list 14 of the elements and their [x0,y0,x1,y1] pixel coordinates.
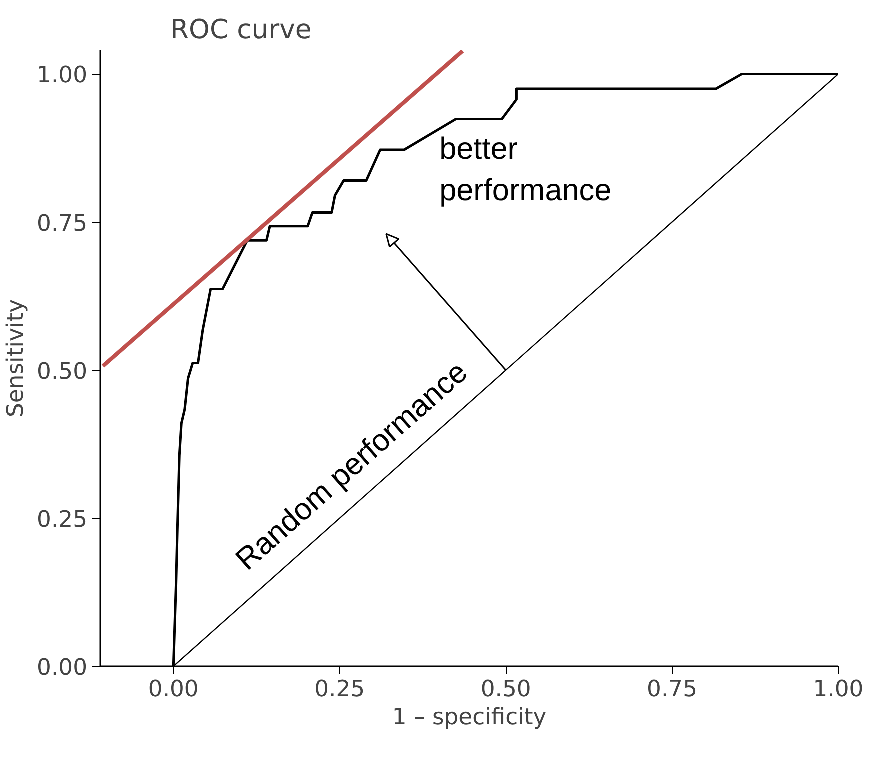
y-tick-label: 0.00 [37,655,88,681]
annotation: better performance [440,132,612,208]
y-tick-label: 0.25 [37,506,88,533]
y-tick-label: 1.00 [37,62,88,89]
x-tick-label: 0.25 [314,676,366,702]
x-tick-label: 0.75 [647,676,698,702]
y-axis-title: Sensitivity [3,300,30,418]
chart-title: ROC curve [170,14,312,46]
x-axis-title: 1 – specificity [392,704,547,730]
x-tick-label: 0.00 [148,676,199,702]
y-tick-label: 0.75 [37,210,88,237]
y-tick-label: 0.50 [37,358,88,385]
x-tick-label: 1.00 [813,676,864,702]
x-tick-label: 0.50 [480,676,532,702]
